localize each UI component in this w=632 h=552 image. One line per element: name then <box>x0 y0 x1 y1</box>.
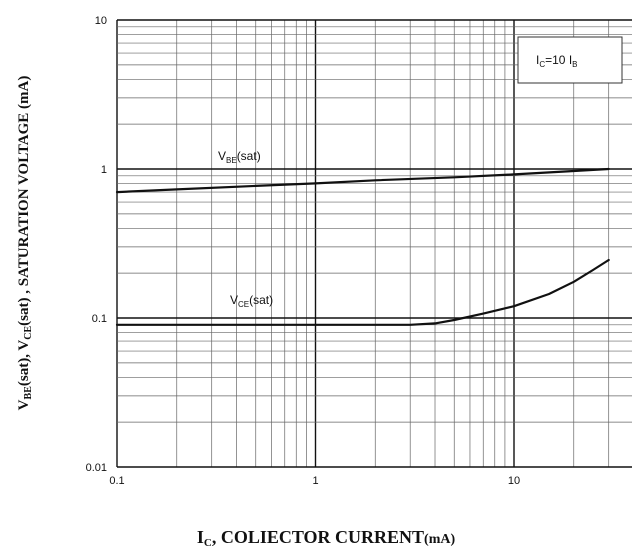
x-axis-title: IC, COLIECTOR CURRENT(mA) <box>197 527 456 549</box>
vce-sat-series-line <box>115 258 610 326</box>
condition-label: IC=10 IB <box>536 53 578 69</box>
y-tick-label: 10 <box>95 15 107 27</box>
y-axis-title: VBE(sat), VCE(sat) , SATURATION VOLTAGE … <box>16 76 34 411</box>
vce-series-label: VCE(sat) <box>230 293 273 309</box>
vbe-series-label: VBE(sat) <box>218 149 261 165</box>
y-tick-label: 1 <box>101 164 107 176</box>
y-tick-label: 0.01 <box>86 462 107 474</box>
x-tick-label: 10 <box>508 475 520 487</box>
plot-grid <box>116 19 632 468</box>
vbe-sat-series-line <box>115 167 610 194</box>
y-tick-label: 0.1 <box>92 313 107 325</box>
condition-box <box>517 36 623 84</box>
x-tick-label: 1 <box>312 475 318 487</box>
series-layer <box>115 167 610 326</box>
x-tick-label: 0.1 <box>109 475 124 487</box>
